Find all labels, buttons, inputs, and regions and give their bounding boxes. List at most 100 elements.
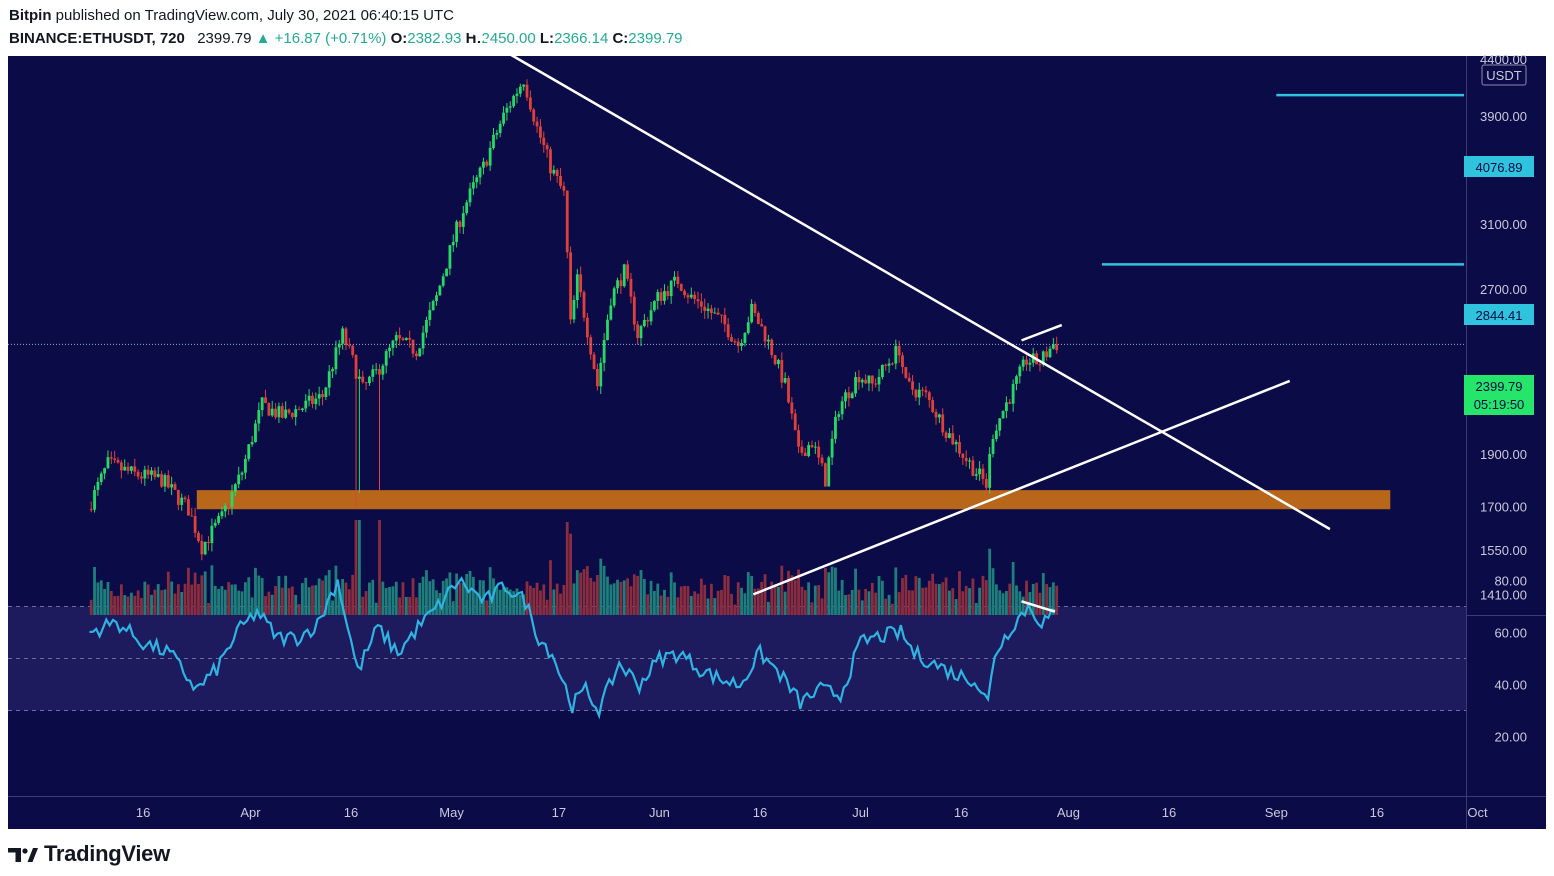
candle-body	[656, 292, 660, 301]
volume-bar	[773, 584, 777, 615]
volume-bar	[673, 582, 676, 615]
candle-body	[813, 446, 817, 448]
candle-body	[210, 525, 214, 544]
candle-body	[636, 324, 640, 339]
candle-body	[1001, 411, 1005, 419]
volume-bar	[850, 590, 854, 615]
candle-body	[743, 333, 747, 343]
candle-body	[435, 295, 438, 302]
candle-body	[401, 338, 405, 341]
candle-body	[488, 148, 492, 166]
symbol-label[interactable]: BINANCE:ETHUSDT, 720	[9, 30, 185, 47]
candle-body	[518, 86, 522, 94]
volume-bar	[89, 599, 93, 615]
volume-bar	[166, 571, 170, 615]
volume-bar	[421, 576, 425, 615]
volume-bar	[314, 585, 318, 615]
candle-body	[676, 276, 680, 284]
candle-body	[109, 457, 113, 459]
candle-body	[468, 188, 472, 203]
candle-body	[961, 453, 965, 458]
candle-body	[1021, 359, 1025, 367]
candle-body	[153, 470, 157, 477]
candle-body	[968, 460, 971, 462]
volume-bar	[720, 589, 723, 615]
last-price-text: 2399.79	[197, 30, 252, 47]
volume-bar	[901, 578, 904, 615]
author-name[interactable]: Bitpin	[9, 7, 52, 24]
time-tick-label: May	[439, 805, 464, 820]
candle-body	[612, 288, 616, 306]
candle-body	[317, 394, 321, 399]
volume-bar	[636, 575, 640, 615]
volume-bar	[485, 600, 489, 615]
candle-body	[579, 274, 583, 293]
rsi-tick-label: 80.00	[1494, 574, 1527, 589]
volume-bar	[240, 591, 244, 615]
tradingview-brand[interactable]: TradingView	[8, 841, 170, 867]
volume-bar	[632, 574, 636, 615]
levels-layer	[1101, 93, 1464, 266]
candle-body	[260, 397, 264, 411]
volume-bar	[820, 598, 824, 615]
candle-body	[1015, 376, 1018, 384]
volume-bar	[874, 592, 878, 615]
candle-body	[592, 354, 596, 370]
candle-body	[203, 541, 207, 555]
volume-bar	[609, 584, 613, 615]
volume-bar	[780, 565, 784, 615]
volume-bar	[512, 591, 516, 615]
candle-body	[244, 458, 247, 473]
volume-bar	[1031, 583, 1035, 615]
candle-body	[622, 264, 626, 287]
volume-bar	[696, 593, 700, 615]
candle-body	[790, 402, 794, 414]
volume-bar	[207, 602, 210, 615]
candle-body	[1048, 348, 1052, 358]
candle-body	[264, 397, 267, 404]
volume-bar	[559, 593, 562, 615]
volume-bar	[803, 590, 807, 615]
volume-bar	[921, 587, 925, 615]
candle-body	[830, 438, 834, 458]
currency-label[interactable]: USDT	[1486, 68, 1521, 83]
volume-bar	[793, 580, 797, 615]
candle-body	[891, 363, 894, 365]
volume-bar	[596, 574, 599, 615]
candle-body	[130, 466, 133, 471]
candle-body	[699, 301, 703, 307]
candles-layer	[89, 79, 1059, 561]
volume-bar	[589, 577, 593, 615]
candle-body	[455, 221, 459, 242]
volume-bar	[130, 592, 133, 615]
volume-bar	[475, 592, 479, 615]
volume-bar	[287, 588, 291, 615]
candle-body	[753, 303, 757, 313]
high-value: 2450.00	[481, 30, 536, 47]
candle-body	[575, 274, 579, 301]
published-text: published on TradingView.com, July 30, 2…	[55, 7, 454, 24]
candle-body	[642, 320, 646, 327]
volume-bar	[649, 580, 653, 615]
candle-body	[156, 474, 160, 477]
volume-bar	[911, 590, 914, 615]
level-mid-label: 2844.41	[1476, 308, 1523, 323]
candle-body	[475, 177, 479, 183]
volume-bar	[1048, 587, 1052, 615]
candle-body	[1041, 351, 1045, 365]
volume-bar	[917, 577, 921, 615]
volume-bar	[924, 587, 928, 615]
candle-body	[730, 337, 733, 342]
candle-body	[451, 241, 455, 246]
candle-body	[411, 339, 415, 354]
volume-bar	[978, 587, 982, 615]
volume-bar	[948, 590, 951, 615]
volume-bar	[274, 585, 277, 615]
volume-bar	[552, 589, 556, 615]
volume-bar	[736, 582, 740, 615]
volume-bar	[606, 576, 609, 615]
candle-body	[854, 377, 857, 394]
volume-bar	[515, 588, 519, 615]
candle-body	[180, 497, 184, 505]
